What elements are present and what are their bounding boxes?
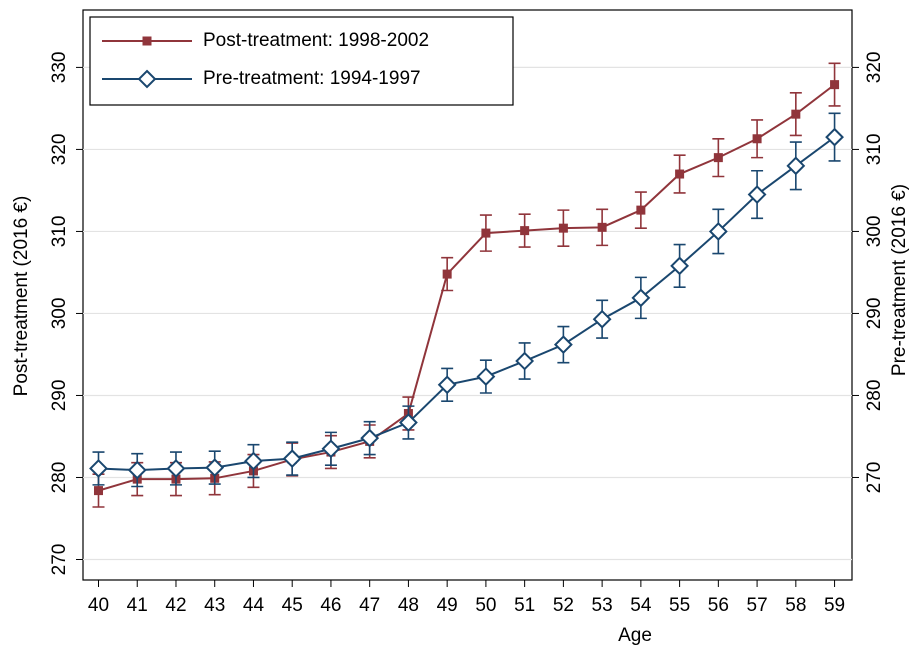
- data-point: [166, 459, 186, 478]
- legend-marker: [142, 36, 152, 46]
- x-tick-label: 41: [127, 595, 148, 616]
- series-line: [98, 83, 836, 492]
- data-point: [752, 134, 762, 144]
- legend-label: Pre-treatment: 1994-1997: [203, 68, 421, 89]
- data-point: [476, 367, 496, 387]
- data-point: [830, 80, 840, 90]
- x-tick-label: 49: [437, 595, 458, 616]
- legend-box: [89, 16, 514, 106]
- x-tick-label: 48: [398, 595, 419, 616]
- y2-axis-label: Pre-treatment (2016 €): [889, 184, 910, 376]
- y2-tick-label: 270: [864, 462, 885, 494]
- x-tick-label: 57: [747, 595, 768, 616]
- y-tick-label: 270: [49, 544, 70, 576]
- data-point: [708, 222, 728, 241]
- x-tick-label: 53: [592, 595, 613, 616]
- data-point: [631, 288, 651, 308]
- x-tick-label: 46: [320, 595, 341, 616]
- legend-marker: [137, 69, 157, 89]
- y2-tick-label: 310: [864, 134, 885, 166]
- data-point: [442, 269, 452, 279]
- data-point: [786, 156, 806, 176]
- x-tick-label: 47: [359, 595, 380, 616]
- data-point: [597, 222, 607, 232]
- data-point: [520, 226, 530, 236]
- data-point: [553, 335, 573, 355]
- data-point: [360, 428, 380, 448]
- x-tick-label: 56: [708, 595, 729, 616]
- y-tick-label: 310: [49, 216, 70, 248]
- data-point: [670, 256, 690, 276]
- data-point: [791, 109, 801, 119]
- y2-tick-label: 290: [864, 298, 885, 330]
- data-point: [515, 351, 535, 371]
- data-point: [592, 309, 612, 329]
- x-tick-label: 40: [88, 595, 109, 616]
- data-point: [89, 459, 108, 478]
- y2-tick-label: 280: [864, 380, 885, 412]
- data-point: [244, 451, 263, 471]
- data-point: [205, 458, 225, 478]
- x-tick-label: 44: [243, 595, 265, 616]
- y-tick-label: 290: [49, 380, 70, 412]
- y-tick-label: 320: [49, 134, 70, 166]
- data-point: [127, 460, 147, 480]
- y-tick-label: 330: [49, 52, 70, 84]
- x-tick-label: 51: [514, 595, 535, 616]
- y-axis-label: Post-treatment (2016 €): [11, 196, 32, 397]
- x-tick-label: 42: [165, 595, 186, 616]
- data-point: [93, 486, 103, 496]
- data-point: [636, 205, 646, 215]
- x-tick-label: 54: [630, 595, 652, 616]
- data-point: [558, 223, 568, 233]
- y2-tick-label: 320: [864, 52, 885, 84]
- x-tick-label: 50: [475, 595, 496, 616]
- x-tick-label: 58: [785, 595, 806, 616]
- data-point: [713, 153, 723, 163]
- x-tick-label: 59: [824, 595, 845, 616]
- data-point: [321, 439, 341, 459]
- y-tick-label: 300: [49, 298, 70, 330]
- plot-frame: [82, 9, 853, 581]
- x-tick-label: 43: [204, 595, 225, 616]
- x-axis-label: Age: [618, 625, 652, 646]
- y2-tick-label: 300: [864, 216, 885, 248]
- x-tick-label: 55: [669, 595, 690, 616]
- data-point: [825, 127, 844, 147]
- x-tick-label: 45: [282, 595, 303, 616]
- data-point: [282, 449, 302, 469]
- x-tick-label: 52: [553, 595, 574, 616]
- data-point: [747, 185, 767, 204]
- data-point: [437, 375, 457, 395]
- data-point: [481, 228, 491, 238]
- series-line: [98, 136, 836, 472]
- y-tick-label: 280: [49, 462, 70, 494]
- legend-label: Post-treatment: 1998-2002: [203, 30, 429, 51]
- data-point: [675, 169, 685, 179]
- data-point: [399, 413, 418, 432]
